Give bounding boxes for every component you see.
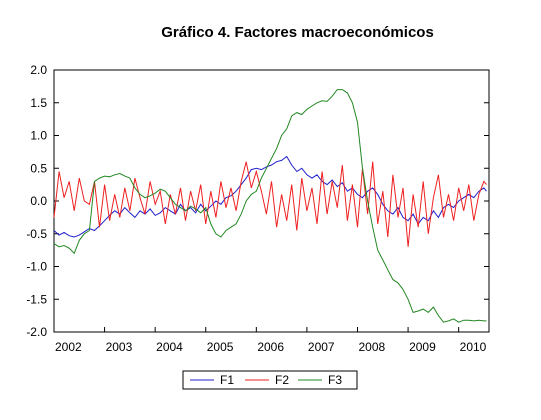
x-axis: 2002 2003 2004 2005 2006 2007 2008 2009 2010 bbox=[53, 327, 487, 354]
y-tick-label: -1.5 bbox=[26, 292, 47, 306]
chart-title: Gráfico 4. Factores macroeconómicos bbox=[161, 24, 434, 41]
legend-label-f1: F1 bbox=[220, 373, 234, 387]
legend-label-f3: F3 bbox=[328, 373, 342, 387]
x-tick-label: 2002 bbox=[55, 340, 82, 354]
x-tick-label: 2010 bbox=[460, 340, 487, 354]
x-tick-label: 2005 bbox=[207, 340, 234, 354]
x-tick-label: 2003 bbox=[106, 340, 133, 354]
legend-label-f2: F2 bbox=[275, 373, 289, 387]
x-tick-label: 2008 bbox=[358, 340, 385, 354]
x-tick-label: 2006 bbox=[257, 340, 284, 354]
y-axis: 2.0 1.5 1.0 0.5 0.0 -0.5 -1.0 -1.5 -2.0 bbox=[26, 63, 489, 339]
y-tick-label: 1.5 bbox=[30, 96, 47, 110]
series-line-f2 bbox=[53, 161, 487, 247]
legend: F1 F2 F3 bbox=[182, 370, 358, 390]
x-tick-label: 2007 bbox=[308, 340, 335, 354]
series-line-f1 bbox=[53, 155, 487, 238]
x-tick-label: 2009 bbox=[409, 340, 436, 354]
y-tick-label: 1.0 bbox=[30, 129, 47, 143]
y-tick-label: -1.0 bbox=[26, 260, 47, 274]
y-tick-label: 0.5 bbox=[30, 161, 47, 175]
plot-area-frame bbox=[53, 69, 490, 333]
legend-box bbox=[182, 370, 358, 390]
series-lines bbox=[53, 89, 487, 323]
y-tick-label: 2.0 bbox=[30, 63, 47, 77]
series-line-f3 bbox=[53, 89, 487, 323]
x-tick-label: 2004 bbox=[156, 340, 183, 354]
y-tick-label: -0.5 bbox=[26, 227, 47, 241]
y-tick-label: 0.0 bbox=[30, 194, 47, 208]
y-tick-label: -2.0 bbox=[26, 325, 47, 339]
